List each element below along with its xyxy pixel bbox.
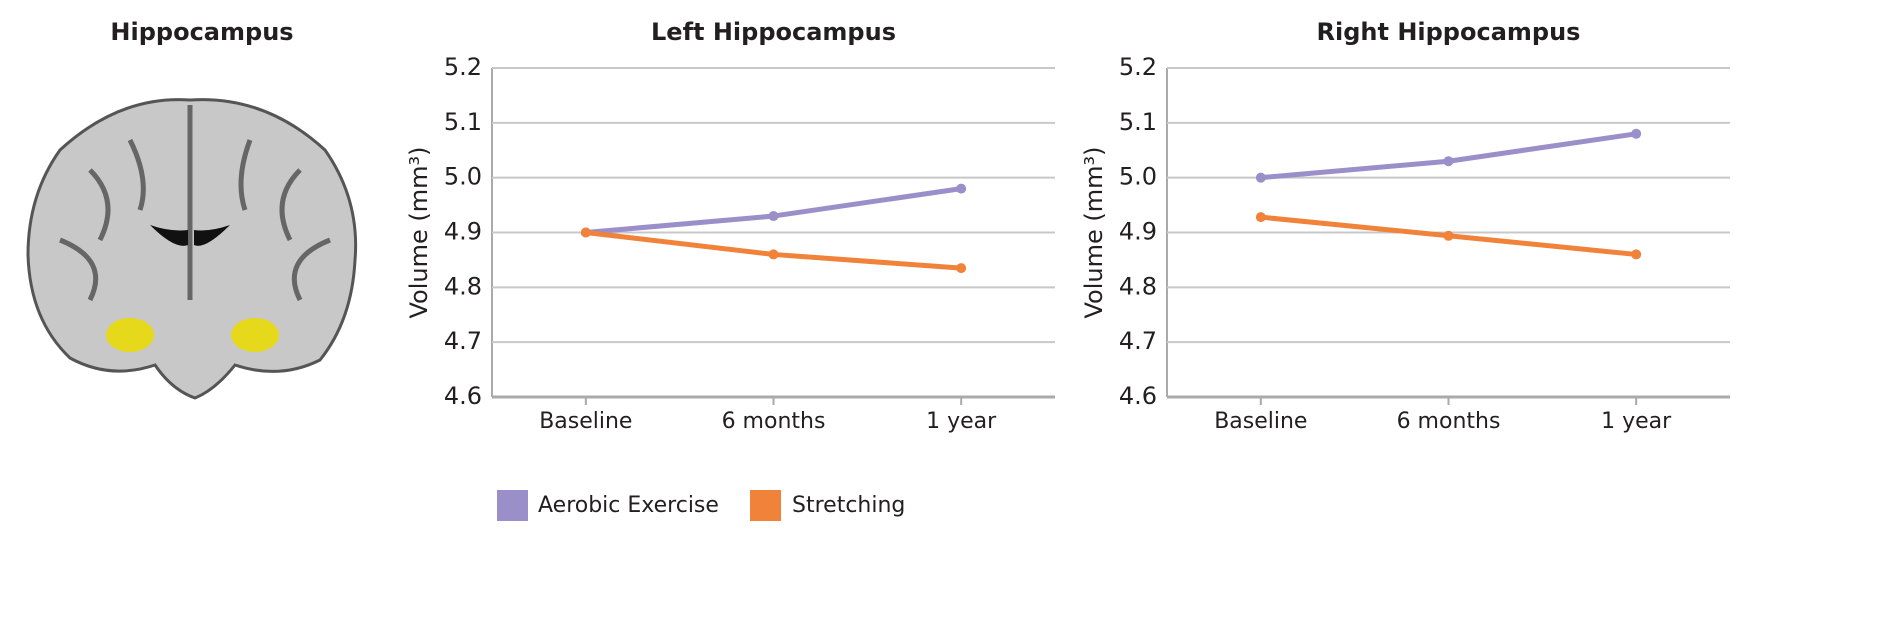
- data-point: [580, 227, 591, 238]
- y-tick-label: 5.0: [444, 163, 482, 191]
- y-tick-label: 4.6: [1119, 382, 1157, 410]
- legend-label: Aerobic Exercise: [538, 493, 719, 518]
- x-tick-label: 6 months: [1397, 409, 1501, 434]
- y-tick-label: 4.9: [1119, 218, 1157, 246]
- data-point: [956, 183, 967, 194]
- data-point: [1443, 156, 1454, 167]
- data-point: [1255, 172, 1266, 183]
- y-tick-label: 4.8: [444, 272, 482, 300]
- x-tick-label: 6 months: [722, 409, 826, 434]
- y-tick-label: 5.2: [444, 53, 482, 81]
- data-point: [1631, 128, 1642, 139]
- y-tick-label: 5.0: [1119, 163, 1157, 191]
- x-tick-label: 1 year: [926, 409, 997, 434]
- y-tick-label: 5.1: [1119, 108, 1157, 136]
- chart-title: Left Hippocampus: [651, 18, 896, 46]
- data-point: [1443, 230, 1454, 241]
- y-tick-label: 4.6: [444, 382, 482, 410]
- y-tick-label: 4.7: [444, 327, 482, 355]
- legend-swatch: [497, 490, 528, 521]
- x-tick-label: Baseline: [539, 409, 632, 434]
- chart-title: Right Hippocampus: [1317, 18, 1581, 46]
- x-tick-label: 1 year: [1601, 409, 1672, 434]
- x-tick-label: Baseline: [1214, 409, 1307, 434]
- y-tick-label: 4.8: [1119, 272, 1157, 300]
- series-line: [1260, 131, 1637, 181]
- data-point: [1631, 249, 1642, 260]
- series-line: [585, 186, 962, 235]
- data-point: [768, 249, 779, 260]
- brain-image: [26, 98, 358, 400]
- y-axis-label: Volume (mm³): [405, 147, 433, 319]
- image-title: Hippocampus: [110, 18, 293, 46]
- y-tick-label: 5.2: [1119, 53, 1157, 81]
- data-point: [956, 263, 967, 274]
- y-tick-label: 4.9: [444, 218, 482, 246]
- y-axis-label: Volume (mm³): [1080, 147, 1108, 319]
- y-tick-label: 4.7: [1119, 327, 1157, 355]
- data-point: [1255, 212, 1266, 223]
- legend-label: Stretching: [792, 493, 905, 518]
- y-tick-label: 5.1: [444, 108, 482, 136]
- data-point: [768, 211, 779, 222]
- legend-swatch: [750, 490, 781, 521]
